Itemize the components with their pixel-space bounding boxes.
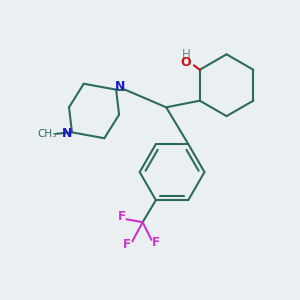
Text: O: O — [181, 56, 191, 69]
Text: F: F — [118, 210, 126, 223]
Text: CH₃: CH₃ — [37, 129, 57, 139]
Text: N: N — [115, 80, 125, 93]
Text: F: F — [123, 238, 131, 251]
Text: H: H — [182, 48, 190, 61]
Text: N: N — [62, 127, 73, 140]
Text: F: F — [152, 236, 160, 249]
